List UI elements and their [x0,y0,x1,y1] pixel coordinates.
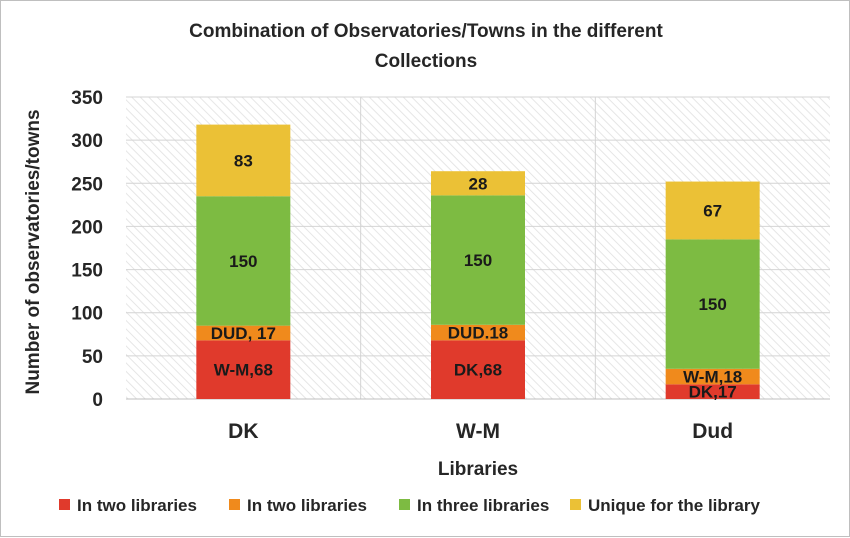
bar-segment [431,340,525,399]
legend-label: Unique for the library [588,496,760,515]
chart-title: Combination of Observatories/Towns in th… [1,17,850,77]
bar-segment [431,195,525,325]
y-tick-label: 50 [82,347,103,368]
data-label: W-M,68 [214,361,273,380]
y-tick-label: 0 [92,390,103,411]
data-label: 150 [464,251,492,270]
y-tick-label: 150 [71,261,103,282]
legend-label: In three libraries [417,496,549,515]
bar-segment [665,181,760,240]
bar-segment [196,124,291,197]
data-label: DUD.18 [448,324,508,343]
bar-segment [665,368,760,385]
bars: W-M,68 DUD, 17 150 83 DK,68 DUD.18 150 28 DK,17W… [196,124,760,402]
bar-segment [665,239,760,369]
legend: In two libraries In two libraries In three… [59,496,760,515]
y-axis-ticks: 0 50 100 150 200 250 300 350 [71,88,103,411]
x-axis-title: Libraries [438,459,518,480]
bar-segment [196,340,291,399]
y-tick-label: 300 [71,131,103,152]
y-tick-label: 350 [71,88,103,109]
bar-segment [431,324,525,341]
x-axis-ticks: DK W-M Dud [228,420,733,443]
legend-label: In two libraries [247,496,367,515]
legend-swatch [229,499,240,510]
chart-title-line2: Collections [374,51,478,72]
legend-swatch [399,499,410,510]
bar-segment [196,196,291,326]
bar-segment [196,325,291,341]
y-tick-label: 100 [71,304,103,325]
y-axis-title: Number of observatories/towns [23,109,44,394]
data-label: DK,17 [689,383,737,402]
bar-segment [431,171,525,196]
x-tick-label: W-M [456,420,500,443]
bar-segment [665,384,760,399]
data-label: 67 [703,201,722,220]
y-tick-label: 250 [71,174,103,195]
data-label: W-M,18 [683,368,742,387]
legend-label: In two libraries [77,496,197,515]
data-label: DK,68 [454,361,502,380]
y-tick-label: 200 [71,217,103,238]
legend-swatch [570,499,581,510]
x-tick-label: Dud [692,420,733,443]
data-label: 83 [234,151,253,170]
data-label: 28 [469,174,488,193]
legend-swatch [59,499,70,510]
data-label: DUD, 17 [211,324,276,343]
chart-title-line1: Combination of Observatories/Towns in th… [189,21,663,42]
x-tick-label: DK [228,420,258,443]
data-label: 150 [698,295,726,314]
data-label: 150 [229,252,257,271]
